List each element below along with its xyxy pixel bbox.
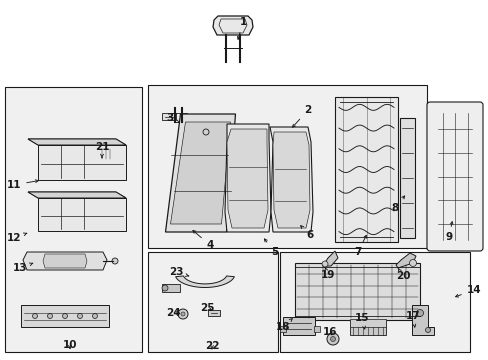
Bar (5, 87, 142, 352)
Bar (349, 321, 385, 335)
Bar (21, 305, 109, 327)
Text: 23: 23 (168, 267, 188, 277)
Text: 16: 16 (322, 327, 337, 337)
Bar (349, 319, 385, 327)
Bar (148, 85, 426, 248)
Polygon shape (175, 276, 234, 288)
Circle shape (321, 261, 327, 267)
Polygon shape (38, 198, 126, 231)
Circle shape (326, 333, 338, 345)
Text: 11: 11 (7, 180, 38, 190)
Circle shape (330, 337, 335, 342)
Polygon shape (411, 305, 433, 335)
Text: 20: 20 (395, 268, 409, 281)
Circle shape (408, 260, 416, 266)
Circle shape (62, 314, 67, 319)
Text: 9: 9 (445, 222, 452, 242)
Polygon shape (323, 251, 337, 266)
Bar (148, 252, 278, 352)
Polygon shape (269, 127, 312, 232)
Polygon shape (28, 192, 126, 198)
Polygon shape (23, 252, 107, 270)
Bar (162, 284, 180, 292)
Text: 18: 18 (275, 319, 292, 332)
Polygon shape (28, 139, 126, 145)
Polygon shape (170, 122, 230, 224)
Text: 15: 15 (354, 313, 368, 329)
Text: 5: 5 (264, 239, 278, 257)
Circle shape (92, 314, 97, 319)
Polygon shape (399, 118, 414, 238)
Polygon shape (226, 129, 267, 228)
Text: 3: 3 (166, 113, 179, 123)
Text: 19: 19 (320, 267, 334, 280)
Polygon shape (213, 16, 252, 35)
Bar (280, 326, 285, 332)
Text: 25: 25 (199, 303, 214, 313)
Circle shape (181, 312, 184, 316)
Text: 22: 22 (204, 341, 219, 351)
Text: 13: 13 (13, 263, 33, 273)
FancyBboxPatch shape (426, 102, 482, 251)
Polygon shape (43, 254, 87, 268)
Circle shape (47, 314, 52, 319)
Text: 24: 24 (165, 308, 180, 318)
Bar (162, 113, 176, 120)
Circle shape (112, 258, 118, 264)
Circle shape (416, 310, 423, 316)
Text: 21: 21 (95, 142, 109, 158)
Circle shape (425, 328, 429, 333)
Bar (313, 326, 319, 332)
Text: 10: 10 (62, 340, 77, 350)
Polygon shape (272, 132, 309, 228)
Bar (280, 252, 469, 352)
Polygon shape (38, 145, 126, 180)
Text: 2: 2 (292, 105, 311, 127)
Circle shape (32, 314, 38, 319)
Polygon shape (28, 139, 126, 145)
Text: 4: 4 (192, 230, 213, 250)
Circle shape (162, 285, 168, 291)
Bar (294, 263, 419, 320)
Text: 8: 8 (390, 196, 404, 213)
Circle shape (178, 309, 187, 319)
Polygon shape (224, 124, 270, 232)
Bar (334, 97, 397, 242)
Text: 12: 12 (7, 233, 27, 243)
Polygon shape (395, 253, 415, 268)
Bar (207, 310, 220, 316)
Polygon shape (28, 192, 126, 198)
Text: 6: 6 (300, 226, 313, 240)
Polygon shape (165, 114, 235, 232)
Bar (283, 317, 314, 335)
Text: 14: 14 (455, 285, 480, 297)
Text: 7: 7 (354, 235, 366, 257)
Circle shape (77, 314, 82, 319)
Text: 17: 17 (405, 311, 420, 327)
Polygon shape (98, 146, 122, 162)
Text: 1: 1 (237, 17, 246, 39)
